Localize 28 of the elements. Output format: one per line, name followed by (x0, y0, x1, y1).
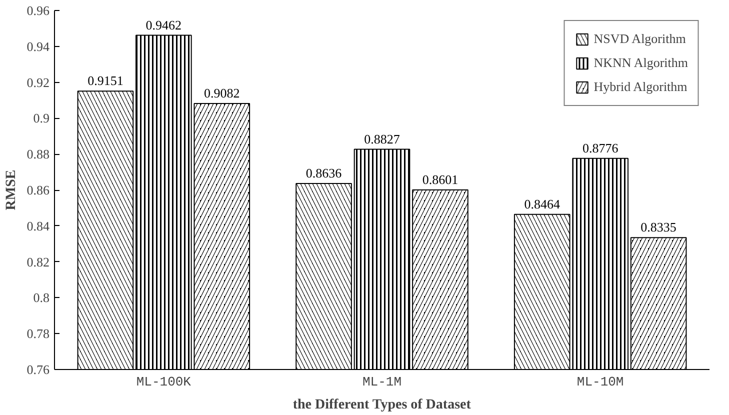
data-label: 0.9151 (88, 73, 124, 88)
data-label: 0.8776 (582, 140, 619, 156)
y-tick-label: 0.84 (26, 218, 50, 234)
data-label: 0.8601 (422, 172, 458, 187)
y-tick-label: 0.78 (26, 326, 50, 342)
x-tick-label: ML-10M (576, 374, 624, 390)
y-axis-title: RMSE (4, 170, 19, 210)
x-tick-label: ML-100K (136, 374, 192, 390)
y-tick-label: 0.82 (26, 254, 50, 270)
y-tick-label: 0.86 (26, 182, 50, 198)
x-tick-label: ML-1M (362, 374, 402, 390)
y-tick-label: 0.92 (26, 74, 50, 90)
data-label: 0.9462 (146, 17, 182, 32)
legend-label: Hybrid Algorithm (594, 79, 688, 95)
y-tick-label: 0.9 (33, 110, 50, 126)
y-tick-label: 0.88 (26, 146, 50, 162)
data-label: 0.8827 (364, 131, 400, 146)
data-label: 0.8464 (524, 196, 560, 212)
legend-label: NSVD Algorithm (594, 31, 686, 47)
data-label: 0.8335 (640, 220, 676, 235)
y-tick-label: 0.96 (26, 3, 50, 18)
x-axis-title: the Different Types of Dataset (292, 398, 472, 412)
y-tick-label: 0.8 (33, 290, 50, 306)
data-label: 0.8636 (306, 166, 342, 181)
y-tick-label: 0.94 (26, 38, 50, 54)
data-label: 0.9082 (204, 85, 240, 100)
legend-label: NKNN Algorithm (594, 55, 688, 71)
y-tick-label: 0.76 (26, 362, 50, 377)
